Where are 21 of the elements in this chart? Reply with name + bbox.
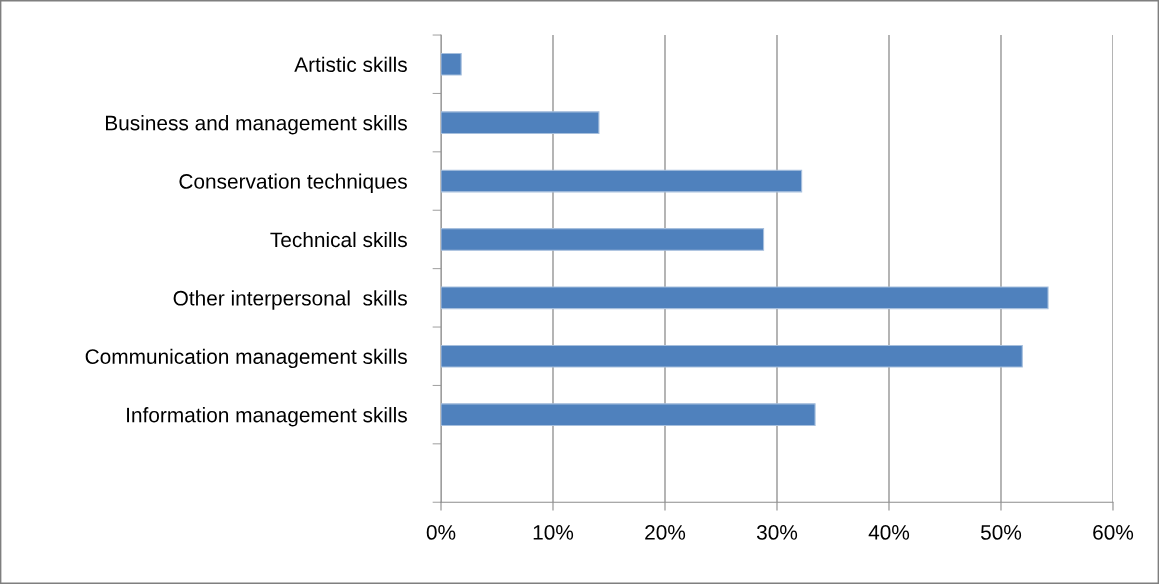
y-tick-label: Other interpersonal skills xyxy=(173,290,407,310)
x-tick-label: 60% xyxy=(1093,525,1134,540)
y-tick-label: Conservation techniques xyxy=(179,173,407,193)
y-tick-label: Artistic skills xyxy=(294,56,407,72)
y-tick-label: Information management skills xyxy=(127,407,407,427)
bar xyxy=(441,228,765,251)
y-tick-label: Business and management skills xyxy=(106,115,407,135)
x-tick-label: 40% xyxy=(868,525,910,540)
bar xyxy=(441,52,462,76)
x-tick-label: 30% xyxy=(756,525,798,540)
x-tick-label: 50% xyxy=(980,525,1022,540)
bar xyxy=(441,169,803,193)
y-tick-label: Communication management skills xyxy=(85,348,407,369)
bar xyxy=(441,344,1023,368)
y-tick-label: Technical skills xyxy=(270,231,407,248)
x-tick-label: 10% xyxy=(533,525,574,540)
bar xyxy=(441,403,816,426)
x-tick-label: 0% xyxy=(426,525,456,540)
bar xyxy=(441,111,600,134)
bar xyxy=(441,286,1049,310)
x-tick-label: 20% xyxy=(645,525,686,540)
